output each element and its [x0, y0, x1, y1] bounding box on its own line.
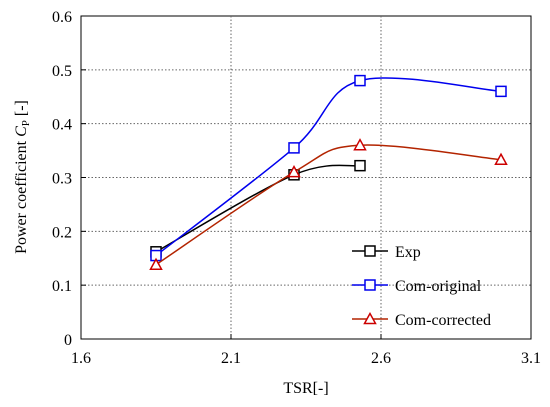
data-point [288, 142, 300, 154]
grid [81, 16, 531, 339]
y-tick-label: 0.2 [52, 224, 72, 241]
x-tick-label: 2.6 [371, 350, 391, 367]
series-line-2 [155, 144, 502, 266]
data-point [287, 165, 301, 178]
y-tick-label: 0.6 [52, 9, 72, 26]
series-line-0 [155, 164, 361, 253]
data-point [149, 257, 163, 270]
x-axis-title: TSR[-] [283, 380, 328, 397]
data-point [354, 159, 366, 172]
legend-marker [364, 279, 376, 291]
legend-label: Com-original [395, 278, 482, 295]
x-tick-label: 3.1 [521, 350, 541, 367]
y-tick-label: 0.4 [52, 117, 72, 134]
y-tick-label: 0.3 [52, 171, 72, 188]
data-point [353, 138, 367, 151]
legend-label: Exp [395, 244, 421, 261]
data-point [354, 74, 366, 87]
x-tick-label: 2.1 [221, 350, 241, 367]
y-tick-label: 0 [64, 332, 72, 349]
series-line-1 [155, 77, 502, 257]
series-layer [149, 74, 508, 270]
data-point [495, 85, 507, 98]
axes: 0 0.1 0.2 0.3 0.4 0.5 0.6 1.6 2.1 2.6 3.1 [52, 9, 541, 367]
legend: Exp Com-original Com-corrected [352, 244, 491, 329]
legend-marker [364, 245, 376, 257]
data-point [494, 152, 508, 165]
legend-label: Com-corrected [395, 312, 491, 329]
x-tick-label: 1.6 [71, 350, 91, 367]
y-tick-label: 0.5 [52, 63, 72, 80]
legend-marker [363, 311, 377, 325]
y-axis-title-suffix: [-] [13, 100, 30, 120]
y-axis-title-prefix: Power coefficient [13, 137, 30, 254]
y-tick-label: 0.1 [52, 278, 72, 295]
y-axis-title: Power coefficient CP [-] [13, 100, 32, 254]
y-axis-title-symbol: C [13, 126, 30, 137]
y-axis-title-subscript: P [20, 120, 32, 126]
